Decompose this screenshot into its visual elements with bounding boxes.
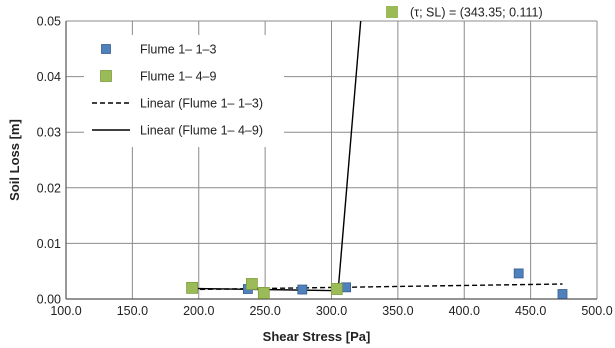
annotation-label: (τ; SL) = (343.35; 0.111) (410, 6, 543, 20)
data-point (187, 282, 198, 293)
annotation-marker (386, 6, 398, 18)
x-tick-label: 400.0 (449, 304, 480, 318)
x-tick-label: 200.0 (183, 304, 214, 318)
x-tick-label: 450.0 (515, 304, 546, 318)
data-point (558, 289, 567, 298)
y-tick-label: 0.05 (37, 15, 61, 29)
y-tick-label: 0.03 (37, 126, 61, 140)
legend-label: Linear (Flume 1– 1–3) (140, 97, 263, 111)
x-tick-label: 350.0 (382, 304, 413, 318)
annotation: (τ; SL) = (343.35; 0.111) (386, 6, 543, 20)
y-tick-label: 0.01 (37, 237, 61, 251)
legend-label: Flume 1– 4–9 (140, 70, 216, 84)
legend: Flume 1– 1–3 Flume 1– 4–9 Linear (Flume 1–… (84, 35, 284, 147)
data-point (258, 287, 269, 298)
y-tick-label: 0.04 (37, 70, 61, 84)
legend-label: Linear (Flume 1– 4–9) (140, 124, 263, 138)
x-tick-label: 300.0 (316, 304, 347, 318)
x-tick-label: 500.0 (581, 304, 612, 318)
legend-label: Flume 1– 1–3 (140, 43, 216, 57)
data-point (331, 283, 342, 294)
data-point (246, 278, 257, 289)
y-tick-label: 0.00 (37, 293, 61, 307)
data-point (342, 283, 351, 292)
y-tick-label: 0.02 (37, 181, 61, 195)
legend-marker (101, 71, 112, 82)
data-point (514, 269, 523, 278)
y-axis-title: Soil Loss [m] (7, 119, 22, 201)
x-tick-label: 250.0 (249, 304, 280, 318)
data-point (298, 285, 307, 294)
legend-marker (102, 45, 111, 54)
x-tick-label: 150.0 (117, 304, 148, 318)
x-axis-title: Shear Stress [Pa] (263, 329, 371, 344)
